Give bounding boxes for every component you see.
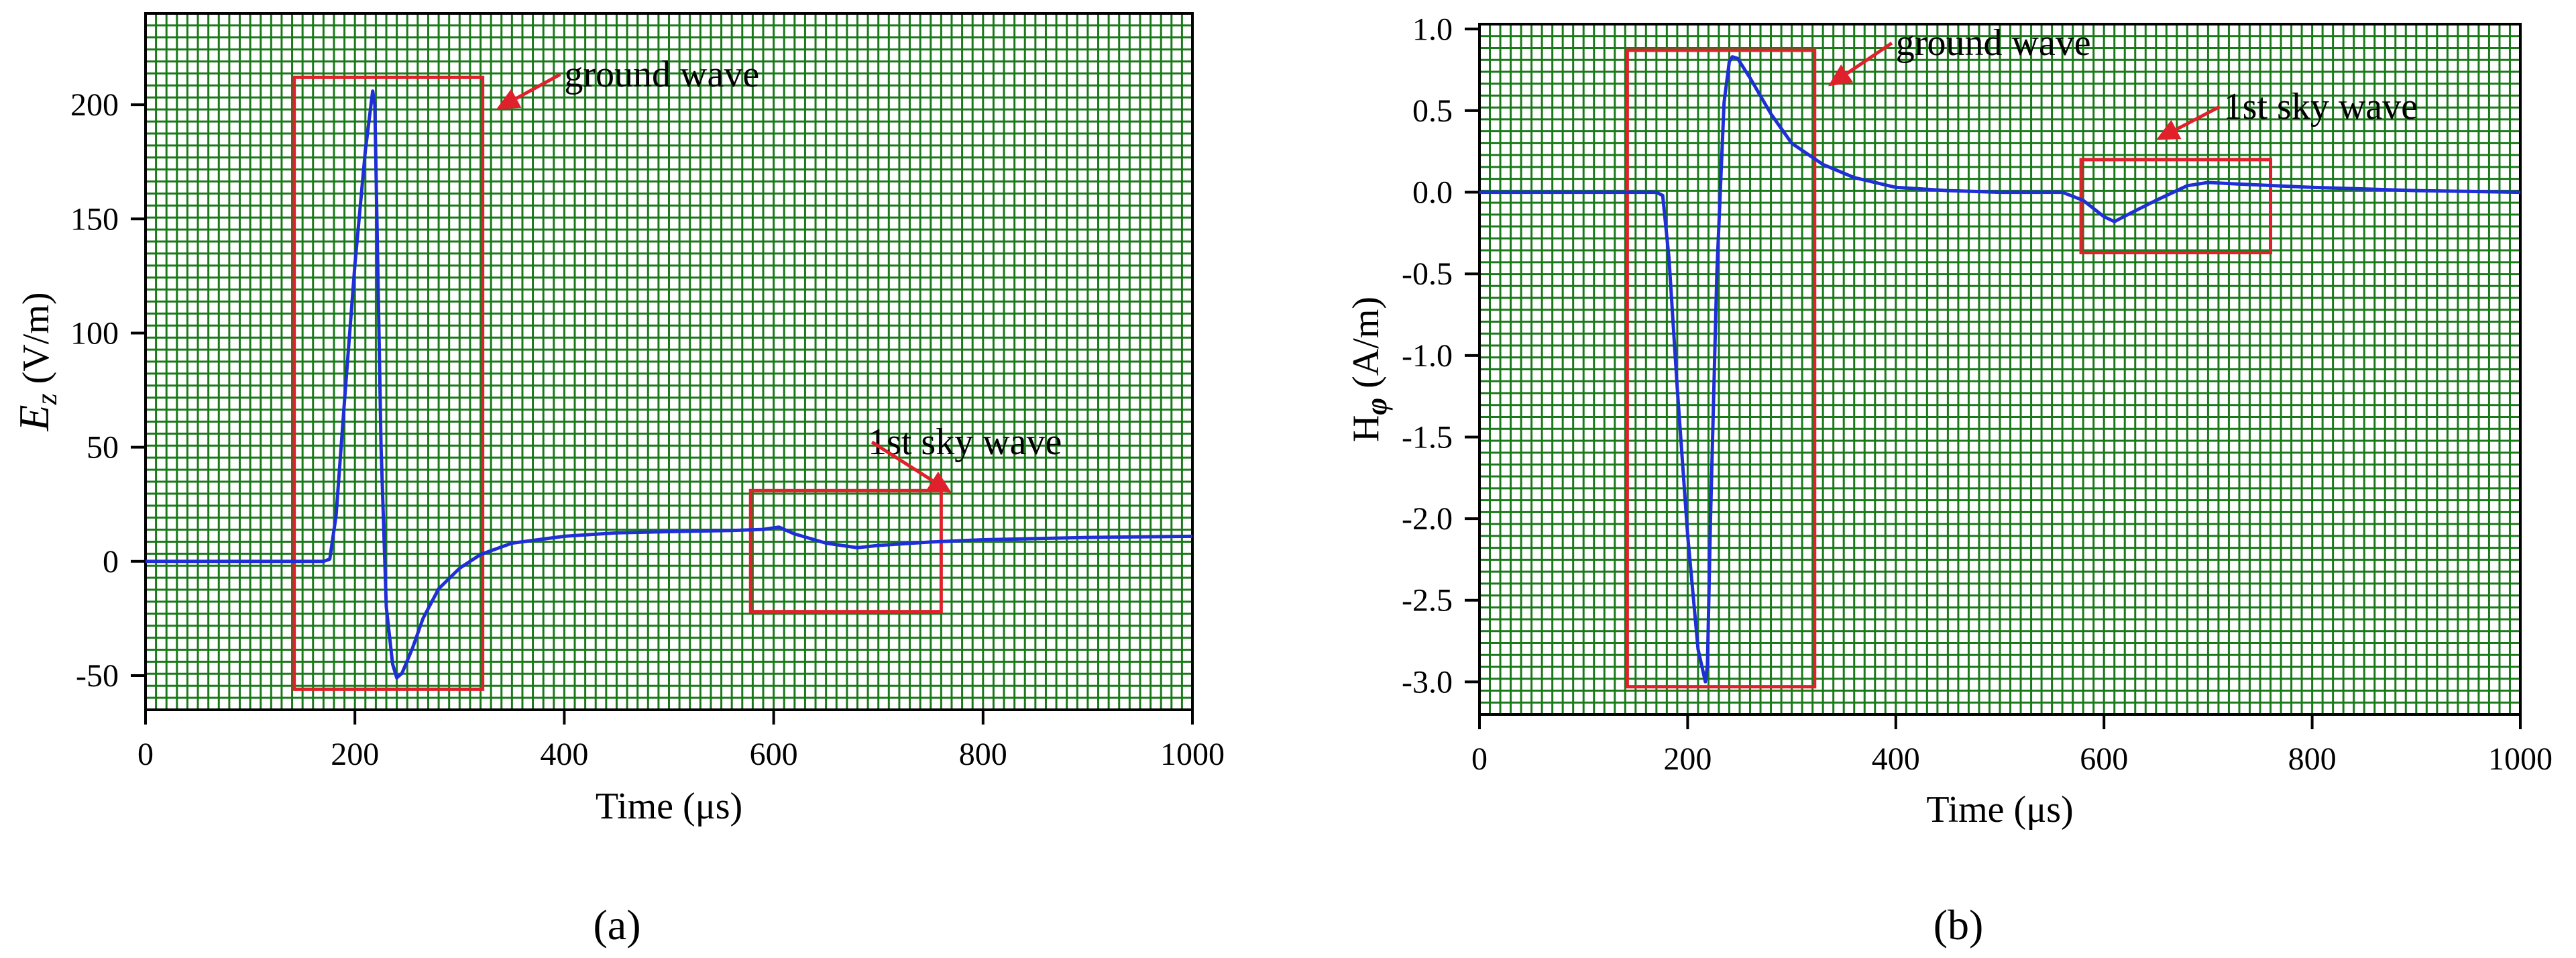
panel-a-annotation-arrow bbox=[871, 440, 934, 482]
panel-b-plot-frame bbox=[1478, 23, 2522, 716]
panel-b-y-tick-label: -1.5 bbox=[1402, 419, 1453, 455]
panel-a-y-axis-title-rest: (V/m) bbox=[15, 292, 57, 393]
panel-a-y-tick-label: -50 bbox=[76, 658, 119, 694]
panel-b-boxes bbox=[1625, 48, 2273, 689]
panel-a-x-tick-label: 800 bbox=[959, 737, 1007, 772]
panel-a-annotation-arrow bbox=[515, 72, 561, 100]
panel-b-ticks: 0 200 400 600 800 1000 -3.0 -2.5 -2.0 -1.5 -1.0 -0.… bbox=[1402, 11, 2553, 777]
panel-a-annotation-arrowhead bbox=[926, 471, 952, 493]
panel-b-annotations: ground wave 1st sky wave bbox=[1828, 22, 2418, 140]
panel-a-annotation-text: 1st sky wave bbox=[868, 421, 1062, 463]
panel-a-ticks: 0 200 400 600 800 1000 -50 0 50 100 150 200 bbox=[70, 87, 1225, 772]
panel-b-highlight-box bbox=[1625, 48, 1817, 689]
panel-a-y-tick-label: 200 bbox=[70, 87, 119, 123]
panel-a-x-tick-label: 400 bbox=[540, 737, 588, 772]
panel-b-x-tick-label: 800 bbox=[2288, 741, 2337, 777]
panel-a-x-tick-label: 600 bbox=[750, 737, 798, 772]
panel-b-highlight-box bbox=[2079, 158, 2273, 255]
panel-b-x-tick-label: 1000 bbox=[2488, 741, 2553, 777]
panel-a-y-tick-label: 150 bbox=[70, 201, 119, 237]
panel-b-x-axis-title: Time (μs) bbox=[1926, 789, 2073, 831]
panel-b-annotation-arrow bbox=[2175, 105, 2221, 131]
panel-a-label: (a) bbox=[593, 901, 640, 949]
panel-a-y-tick-label: 0 bbox=[103, 544, 119, 580]
panel-b-annotation-arrowhead bbox=[2155, 119, 2182, 140]
panel-a-x-axis-title: Time (μs) bbox=[596, 786, 742, 827]
panel-b-annotation-arrow bbox=[1846, 42, 1893, 75]
panel-a: 0 200 400 600 800 1000 -50 0 50 100 150 200 ground … bbox=[10, 12, 1225, 949]
panel-a-annotation-text: ground wave bbox=[564, 54, 759, 95]
panel-a-x-tick-label: 0 bbox=[137, 737, 154, 772]
panel-b-x-tick-label: 400 bbox=[1872, 741, 1920, 777]
panel-a-curve bbox=[146, 89, 1193, 680]
panel-a-highlight-box bbox=[292, 75, 485, 691]
panel-a-highlight-box bbox=[748, 488, 943, 614]
panel-b-y-tick-label: 1.0 bbox=[1412, 11, 1453, 47]
panel-a-boxes bbox=[292, 75, 943, 691]
panel-b-x-tick-label: 600 bbox=[2080, 741, 2128, 777]
panel-b-annotation-arrowhead bbox=[1828, 64, 1854, 87]
panel-a-y-axis-title-sub: z bbox=[30, 393, 63, 405]
panel-a-x-tick-label: 1000 bbox=[1160, 737, 1225, 772]
panel-b-y-tick-label: -0.5 bbox=[1402, 256, 1453, 292]
panel-b-y-axis-title: Hφ (A/m) bbox=[1345, 297, 1393, 442]
panel-b: 0 200 400 600 800 1000 -3.0 -2.5 -2.0 -1.5 -1.0 -0.… bbox=[1345, 11, 2553, 949]
panel-a-x-tick-label: 200 bbox=[331, 737, 379, 772]
panel-b-label: (b) bbox=[1934, 901, 1984, 949]
panel-a-plot-frame bbox=[144, 12, 1194, 711]
panel-a-y-axis-title-main: E bbox=[10, 405, 58, 431]
panel-b-curve bbox=[1479, 55, 2521, 684]
panel-b-annotation-text: ground wave bbox=[1896, 22, 2091, 64]
panel-b-y-tick-label: -3.0 bbox=[1402, 664, 1453, 700]
panel-b-x-tick-label: 200 bbox=[1663, 741, 1712, 777]
panel-a-y-tick-label: 100 bbox=[70, 315, 119, 351]
panel-b-y-tick-label: -2.5 bbox=[1402, 583, 1453, 619]
panel-b-y-tick-label: 0.5 bbox=[1412, 93, 1453, 129]
panel-b-y-tick-label: -1.0 bbox=[1402, 338, 1453, 374]
panel-a-y-axis-title: Ez (V/m) bbox=[10, 292, 63, 431]
panel-b-annotation-text: 1st sky wave bbox=[2224, 86, 2418, 127]
panel-b-y-axis-title-sub: φ bbox=[1360, 398, 1393, 415]
panel-b-x-tick-label: 0 bbox=[1471, 741, 1488, 777]
panel-b-series-line bbox=[1479, 55, 2521, 684]
panel-b-y-axis-title-main: H bbox=[1345, 415, 1387, 442]
panel-a-annotation-arrowhead bbox=[496, 89, 522, 109]
panel-a-series-line bbox=[146, 89, 1193, 680]
panel-b-grid bbox=[1478, 23, 2522, 716]
panel-a-y-tick-label: 50 bbox=[87, 430, 119, 466]
panel-b-y-tick-label: 0.0 bbox=[1412, 175, 1453, 211]
panel-a-annotations: ground wave 1st sky wave bbox=[496, 54, 1062, 493]
panel-a-grid bbox=[144, 12, 1194, 711]
panel-b-y-tick-label: -2.0 bbox=[1402, 501, 1453, 537]
panel-b-y-axis-title-rest: (A/m) bbox=[1345, 297, 1387, 398]
